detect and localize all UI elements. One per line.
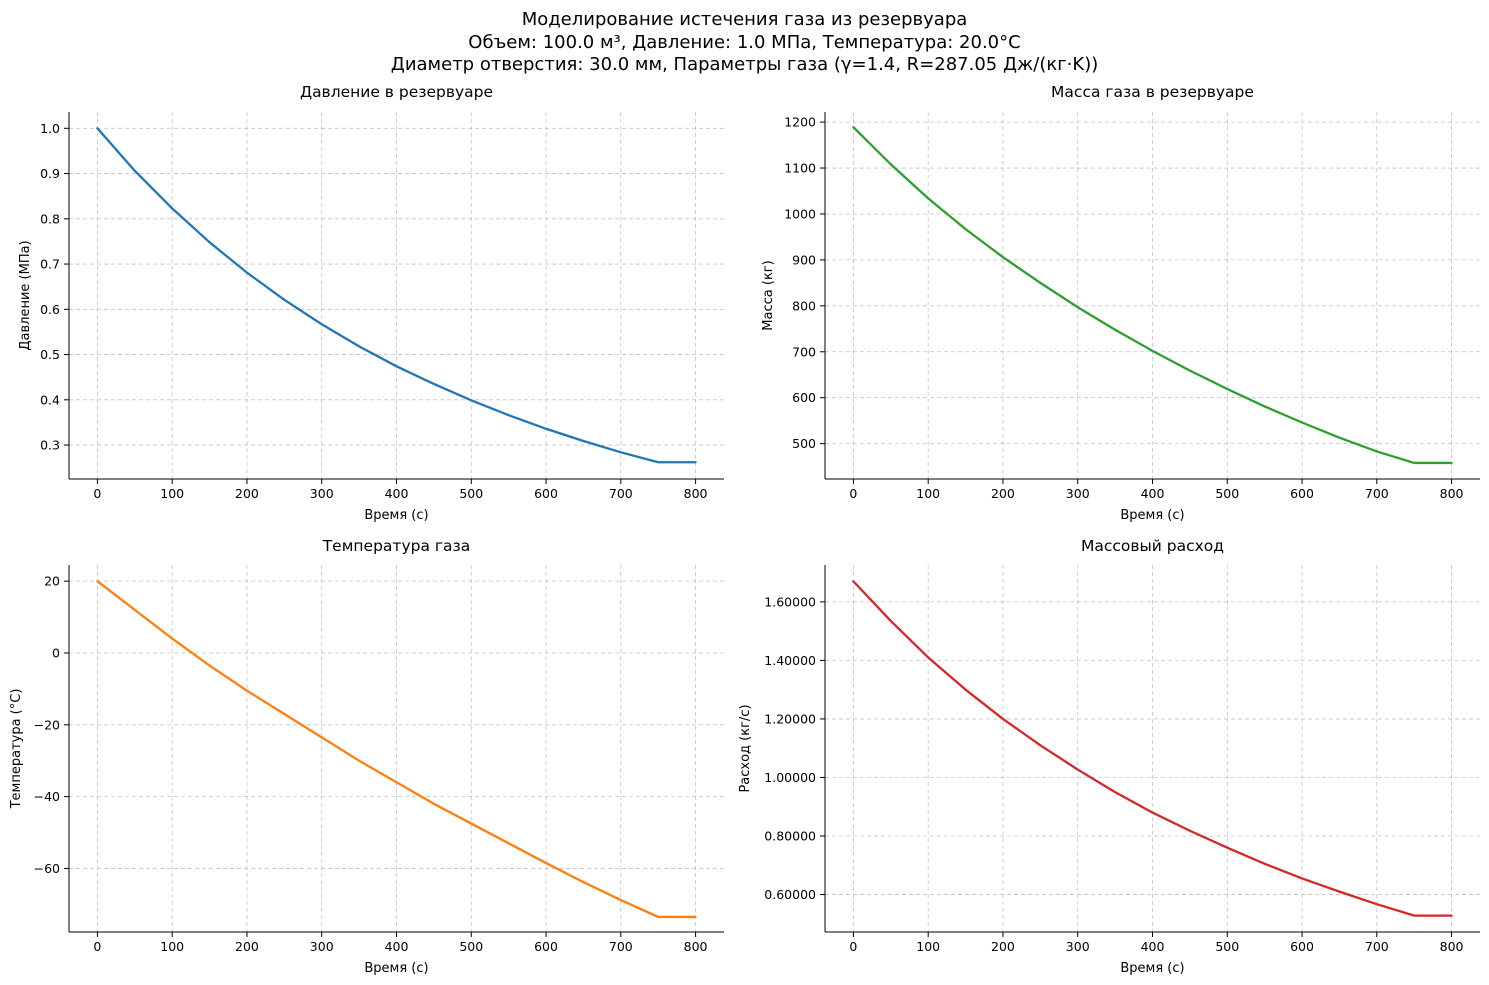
mass-flow-xtick-label-3: 300 <box>1066 939 1090 954</box>
figure-title-line-3: Диаметр отверстия: 30.0 мм, Параметры га… <box>391 54 1099 75</box>
pressure-xtick-label-6: 600 <box>534 486 558 501</box>
mass-ytick-label-2: 700 <box>792 344 816 359</box>
mass-ytick-label-6: 1100 <box>784 161 816 176</box>
temperature-xtick-label-6: 600 <box>534 939 558 954</box>
mass-flow-chart-title: Массовый расход <box>1081 537 1224 555</box>
mass-flow-xtick-label-0: 0 <box>849 939 857 954</box>
mass-flow-ytick-label-1: 0.80000 <box>764 829 816 844</box>
mass-ytick-label-5: 1000 <box>784 206 816 221</box>
mass-xtick-label-5: 500 <box>1215 486 1239 501</box>
temperature-chart-title: Температура газа <box>322 537 471 555</box>
pressure-x-axis-label: Время (с) <box>364 508 428 523</box>
pressure-xtick-label-4: 400 <box>385 486 409 501</box>
pressure-xtick-label-7: 700 <box>609 486 633 501</box>
figure-title-line-2: Объем: 100.0 м³, Давление: 1.0 МПа, Темп… <box>468 32 1020 53</box>
temperature-xtick-label-5: 500 <box>459 939 483 954</box>
pressure-ytick-label-1: 0.4 <box>40 392 60 407</box>
pressure-ytick-label-6: 0.9 <box>40 166 60 181</box>
temperature-chart-panel: 0 100 200 300 400 500 600 700 800 −60 −40 −20 0 20 Тем… <box>9 537 724 976</box>
mass-flow-xtick-label-4: 400 <box>1141 939 1165 954</box>
mass-flow-xtick-label-5: 500 <box>1215 939 1239 954</box>
temperature-ytick-label-0: −60 <box>34 861 60 876</box>
temperature-ytick-label-4: 20 <box>44 574 60 589</box>
mass-flow-ytick-label-2: 1.00000 <box>764 770 816 785</box>
temperature-xtick-label-7: 700 <box>609 939 633 954</box>
mass-flow-ytick-label-3: 1.20000 <box>764 711 816 726</box>
mass-ytick-label-3: 800 <box>792 298 816 313</box>
temperature-series-line <box>96 580 697 919</box>
mass-chart-title: Масса газа в резервуаре <box>1051 83 1254 101</box>
pressure-xtick-label-3: 300 <box>310 486 334 501</box>
pressure-chart-title: Давление в резервуаре <box>300 83 493 101</box>
mass-xtick-label-1: 100 <box>916 486 940 501</box>
pressure-xtick-label-5: 500 <box>459 486 483 501</box>
figure-title-line-1: Моделирование истечения газа из резервуа… <box>522 9 968 30</box>
mass-flow-x-axis-label: Время (с) <box>1120 961 1184 976</box>
mass-ytick-label-7: 1200 <box>784 115 816 130</box>
pressure-chart-panel: 0 100 200 300 400 500 600 700 800 0.3 0.4 0.5 0.6 0.7… <box>18 83 724 523</box>
pressure-ytick-label-3: 0.6 <box>40 302 60 317</box>
mass-flow-chart-panel: 0 100 200 300 400 500 600 700 800 0.60000 0.80000 1… <box>738 537 1480 976</box>
temperature-x-axis-label: Время (с) <box>364 961 428 976</box>
pressure-xtick-label-2: 200 <box>235 486 259 501</box>
pressure-series-line <box>96 127 697 464</box>
mass-xtick-label-6: 600 <box>1290 486 1314 501</box>
mass-xtick-label-7: 700 <box>1365 486 1389 501</box>
pressure-ytick-label-4: 0.7 <box>40 257 60 272</box>
temperature-xtick-label-1: 100 <box>160 939 184 954</box>
mass-flow-ytick-label-0: 0.60000 <box>764 887 816 902</box>
temperature-ytick-label-1: −40 <box>34 789 60 804</box>
mass-chart-panel: 0 100 200 300 400 500 600 700 800 500 600 700 800 900… <box>761 83 1480 523</box>
pressure-xtick-label-0: 0 <box>93 486 101 501</box>
mass-ytick-label-0: 500 <box>792 436 816 451</box>
pressure-ytick-label-5: 0.8 <box>40 211 60 226</box>
temperature-xtick-label-3: 300 <box>310 939 334 954</box>
mass-y-axis-label: Масса (кг) <box>761 260 776 330</box>
mass-flow-ytick-label-4: 1.40000 <box>764 653 816 668</box>
mass-x-axis-label: Время (с) <box>1120 508 1184 523</box>
mass-xtick-label-2: 200 <box>991 486 1015 501</box>
temperature-xtick-label-0: 0 <box>93 939 101 954</box>
temperature-xtick-label-4: 400 <box>385 939 409 954</box>
mass-flow-series-line <box>852 580 1453 917</box>
mass-flow-xtick-label-1: 100 <box>916 939 940 954</box>
pressure-xtick-label-8: 800 <box>684 486 708 501</box>
pressure-ytick-label-7: 1.0 <box>40 121 60 136</box>
temperature-y-axis-label: Температура (°C) <box>9 689 24 810</box>
mass-flow-ytick-label-5: 1.60000 <box>764 594 816 609</box>
mass-ytick-label-1: 600 <box>792 390 816 405</box>
temperature-ytick-label-2: −20 <box>34 717 60 732</box>
mass-flow-xtick-label-2: 200 <box>991 939 1015 954</box>
mass-xtick-label-4: 400 <box>1141 486 1165 501</box>
pressure-xtick-label-1: 100 <box>160 486 184 501</box>
mass-flow-xtick-label-6: 600 <box>1290 939 1314 954</box>
mass-xtick-label-8: 800 <box>1440 486 1464 501</box>
pressure-ytick-label-2: 0.5 <box>40 347 60 362</box>
mass-flow-xtick-label-7: 700 <box>1365 939 1389 954</box>
mass-ytick-label-4: 900 <box>792 252 816 267</box>
mass-xtick-label-3: 300 <box>1066 486 1090 501</box>
pressure-y-axis-label: Давление (МПа) <box>18 240 33 350</box>
pressure-ytick-label-0: 0.3 <box>40 438 60 453</box>
temperature-ytick-label-3: 0 <box>52 645 60 660</box>
temperature-xtick-label-8: 800 <box>684 939 708 954</box>
temperature-xtick-label-2: 200 <box>235 939 259 954</box>
mass-xtick-label-0: 0 <box>849 486 857 501</box>
mass-series-line <box>852 126 1453 465</box>
mass-flow-xtick-label-8: 800 <box>1440 939 1464 954</box>
mass-flow-y-axis-label: Расход (кг/с) <box>738 704 753 792</box>
